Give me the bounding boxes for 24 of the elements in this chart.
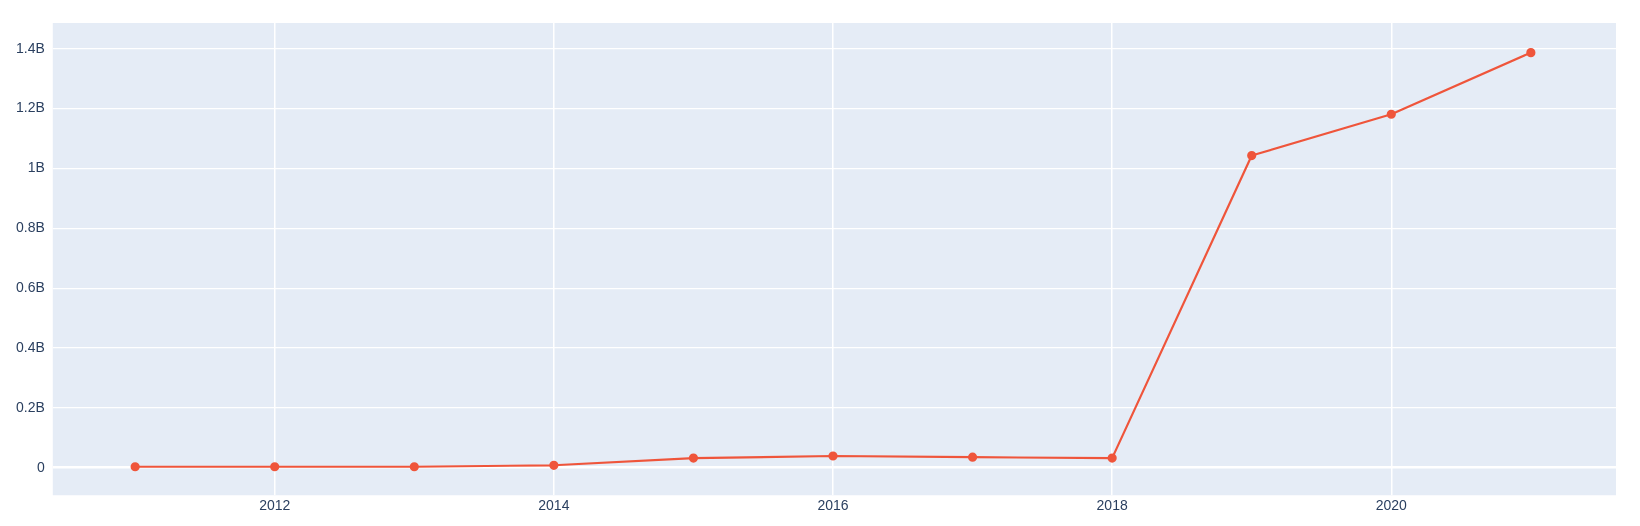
point — [1247, 150, 1257, 161]
point — [1107, 453, 1117, 463]
y-tick-label: 0.8B — [15, 219, 45, 236]
x-tick-label: 2014 — [538, 497, 570, 514]
y-tick-label: 0.2B — [15, 398, 45, 415]
point — [828, 451, 838, 461]
y-tick-label: 1.4B — [15, 39, 45, 56]
x-tick-label: 2020 — [1375, 497, 1408, 514]
point — [1526, 48, 1536, 58]
point — [549, 460, 559, 470]
point — [967, 452, 978, 462]
x-tick-label: 2018 — [1096, 497, 1128, 514]
x-tick-label: 2016 — [817, 497, 849, 514]
point — [409, 462, 419, 472]
point — [270, 462, 280, 472]
y-tick-label: 0.4B — [15, 338, 45, 355]
y-tick-label: 0 — [37, 458, 45, 475]
x-tick-label: 2012 — [259, 497, 291, 514]
point — [1386, 109, 1396, 119]
y-tick-label: 1.2B — [15, 99, 45, 116]
point — [688, 453, 699, 463]
y-tick-label: 0.6B — [15, 278, 45, 295]
point — [130, 462, 140, 472]
y-tick-label: 1B — [27, 159, 45, 176]
